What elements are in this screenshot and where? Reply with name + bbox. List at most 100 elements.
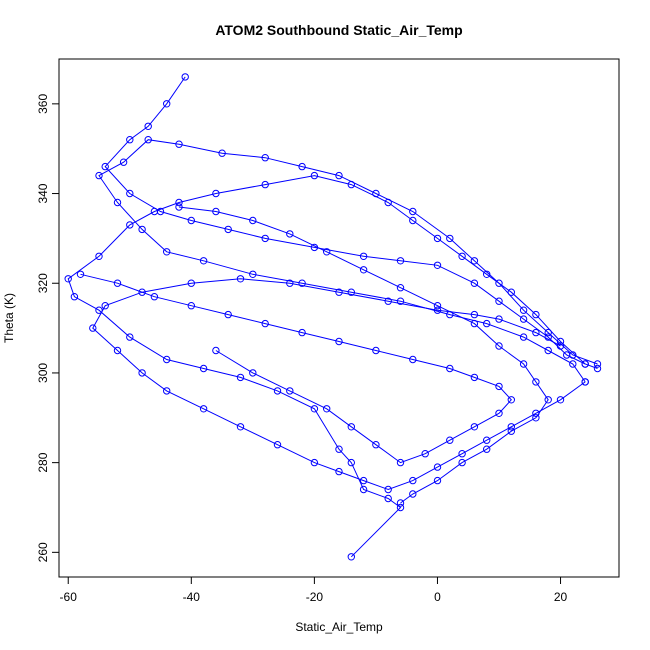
data-point [581, 378, 589, 386]
data-point [273, 441, 282, 449]
data-point [298, 162, 306, 171]
y-tick-label: 360 [36, 94, 50, 114]
data-point [347, 458, 355, 467]
data-point [323, 248, 331, 256]
data-point [495, 409, 503, 417]
data-point [396, 458, 405, 467]
data-point [396, 297, 405, 305]
data-point [544, 328, 552, 337]
data-point [483, 445, 491, 453]
x-tick-label: -60 [60, 590, 78, 604]
data-point [335, 171, 343, 180]
data-point [409, 216, 417, 225]
data-point [199, 405, 208, 413]
data-point [593, 360, 602, 368]
data-point [335, 445, 343, 453]
data-point [532, 310, 540, 319]
data-point [409, 207, 417, 216]
data-point [470, 310, 479, 319]
y-tick-label: 280 [36, 452, 50, 472]
data-point [273, 387, 282, 395]
data-point [286, 279, 294, 287]
x-tick-label: -20 [306, 590, 324, 604]
data-point [95, 252, 103, 260]
data-point [187, 302, 196, 310]
data-point [507, 288, 515, 296]
data-point [569, 360, 577, 368]
data-point [261, 234, 269, 243]
y-axis-label: Theta (K) [2, 293, 16, 343]
data-point [519, 360, 528, 368]
data-point [409, 490, 417, 498]
data-point [483, 436, 491, 444]
data-point [433, 302, 442, 310]
data-point [298, 328, 306, 337]
series-1 [64, 171, 602, 561]
data-point [286, 387, 294, 395]
data-point [519, 306, 528, 314]
data-point [175, 140, 183, 148]
data-point [261, 154, 269, 162]
data-point [126, 221, 134, 229]
x-tick-label: -40 [183, 590, 201, 604]
data-point [519, 315, 528, 323]
data-point [163, 248, 171, 256]
data-point [359, 266, 368, 274]
y-axis: 260 280 300 320 340 360 [36, 94, 59, 562]
data-point [532, 328, 540, 337]
data-point [335, 467, 343, 476]
data-point [544, 333, 552, 341]
data-point [76, 270, 85, 278]
data-point [113, 198, 122, 207]
data-point [446, 436, 454, 444]
data-point [138, 369, 146, 377]
data-point [150, 293, 159, 301]
data-point [384, 494, 392, 503]
y-tick-label: 340 [36, 183, 50, 203]
data-point [70, 293, 79, 301]
data-point [249, 369, 257, 377]
data-point [163, 387, 171, 395]
data-point [433, 463, 442, 471]
data-point [372, 189, 380, 198]
x-tick-label: 20 [554, 590, 568, 604]
data-point [347, 423, 355, 431]
series-line [67, 175, 598, 558]
data-point [409, 355, 417, 364]
data-point [532, 378, 540, 386]
data-point [89, 324, 97, 332]
data-point [532, 414, 540, 422]
data-point [446, 234, 454, 243]
data-point [556, 396, 565, 404]
data-point [544, 396, 552, 404]
series-5 [175, 203, 552, 507]
data-point [359, 252, 368, 260]
data-point [495, 342, 503, 350]
data-point [359, 485, 368, 494]
series-line [92, 278, 586, 491]
series-3 [89, 275, 589, 494]
data-point [433, 234, 442, 243]
data-point [593, 364, 602, 373]
data-point [433, 261, 442, 269]
series-4 [101, 73, 589, 368]
data-point [495, 382, 503, 391]
data-point [187, 279, 196, 287]
data-point [144, 136, 152, 144]
data-point [236, 423, 245, 431]
data-point [396, 503, 405, 512]
data-point [507, 396, 515, 404]
data-point [310, 458, 319, 467]
data-point [261, 319, 269, 328]
data-point [126, 189, 134, 198]
y-tick-label: 300 [36, 363, 50, 383]
data-point [563, 351, 571, 359]
data-point [212, 189, 220, 198]
data-point [236, 275, 245, 283]
data-point [218, 149, 226, 157]
data-point [495, 279, 503, 287]
data-point [384, 485, 392, 494]
data-point [581, 360, 589, 368]
data-point [384, 297, 392, 305]
plot-area [64, 73, 602, 561]
